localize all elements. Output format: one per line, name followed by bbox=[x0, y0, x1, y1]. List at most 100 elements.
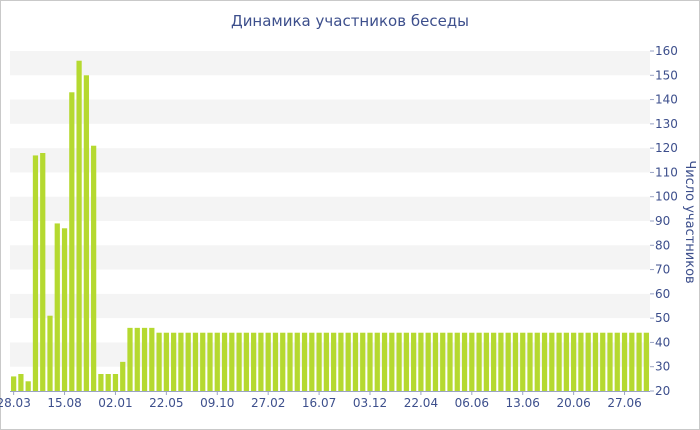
grid-band bbox=[10, 148, 650, 173]
bar bbox=[76, 60, 82, 392]
y-axis: 20 30 40 50 60 70 80 90 100 110 120 130 140 150 160 bbox=[650, 44, 678, 398]
x-tick-label: 15.08 bbox=[47, 396, 81, 410]
bar bbox=[643, 332, 649, 391]
bar bbox=[607, 332, 613, 391]
grid-band bbox=[10, 99, 650, 124]
bar bbox=[192, 332, 199, 391]
bar bbox=[345, 332, 351, 391]
bar bbox=[621, 332, 628, 391]
bar bbox=[141, 327, 148, 391]
y-tick-label: 130 bbox=[655, 117, 678, 131]
x-tick-label: 06.06 bbox=[455, 396, 489, 410]
bar bbox=[134, 327, 140, 391]
x-tick-label: 03.12 bbox=[353, 396, 387, 410]
grid-band bbox=[10, 293, 650, 319]
bar bbox=[331, 332, 337, 391]
bar bbox=[571, 332, 577, 391]
x-tick-label: 27.02 bbox=[251, 396, 285, 410]
bar bbox=[432, 332, 439, 391]
y-tick-label: 50 bbox=[655, 311, 670, 325]
bar bbox=[69, 92, 75, 391]
bar bbox=[294, 332, 300, 391]
bar bbox=[483, 332, 489, 391]
bar bbox=[229, 332, 235, 391]
bar bbox=[265, 332, 271, 391]
grid-band bbox=[10, 245, 650, 270]
bar bbox=[447, 332, 453, 391]
bar bbox=[352, 332, 359, 391]
bar bbox=[301, 332, 308, 391]
bar bbox=[440, 332, 446, 391]
bar bbox=[323, 332, 329, 391]
y-tick-label: 40 bbox=[655, 335, 670, 349]
bar bbox=[469, 332, 475, 391]
bar bbox=[629, 332, 635, 391]
bar bbox=[541, 332, 548, 391]
bar bbox=[156, 332, 162, 391]
bar bbox=[600, 332, 606, 391]
bar bbox=[243, 332, 249, 391]
bar bbox=[11, 376, 17, 391]
bar bbox=[461, 332, 468, 391]
bar bbox=[592, 332, 599, 391]
bar bbox=[520, 332, 526, 391]
bar bbox=[149, 327, 155, 391]
bar bbox=[251, 332, 257, 391]
bar bbox=[91, 145, 97, 391]
bar bbox=[280, 332, 286, 391]
grid-band bbox=[10, 51, 650, 76]
bar bbox=[563, 332, 569, 391]
x-tick-label: 27.06 bbox=[607, 396, 641, 410]
bar bbox=[171, 332, 177, 391]
grid-band bbox=[10, 196, 650, 221]
bar bbox=[534, 332, 540, 391]
bar bbox=[418, 332, 424, 391]
y-tick-label: 120 bbox=[655, 141, 678, 155]
bar bbox=[18, 374, 24, 391]
bar bbox=[258, 332, 264, 391]
bar bbox=[360, 332, 366, 391]
bar bbox=[491, 332, 497, 391]
y-tick-label: 20 bbox=[655, 384, 670, 398]
bar bbox=[498, 332, 504, 391]
y-tick-label: 90 bbox=[655, 214, 670, 228]
bar bbox=[512, 332, 519, 391]
bar bbox=[476, 332, 482, 391]
bar bbox=[120, 361, 126, 391]
x-tick-label: 22.04 bbox=[404, 396, 438, 410]
y-tick-label: 100 bbox=[655, 190, 678, 204]
bar bbox=[61, 228, 68, 391]
bar bbox=[425, 332, 431, 391]
bar bbox=[505, 332, 511, 391]
bar bbox=[40, 153, 46, 391]
bar bbox=[185, 332, 191, 391]
y-tick-label: 70 bbox=[655, 263, 670, 277]
bar bbox=[287, 332, 293, 391]
bar bbox=[614, 332, 620, 391]
bar bbox=[411, 332, 417, 391]
y-axis-label: Число участников bbox=[682, 160, 697, 283]
bar bbox=[338, 332, 344, 391]
bar bbox=[98, 374, 104, 391]
bar bbox=[454, 332, 460, 391]
bar bbox=[316, 332, 322, 391]
bar bbox=[389, 332, 395, 391]
y-tick-label: 60 bbox=[655, 287, 670, 301]
bar bbox=[236, 332, 242, 391]
bar bbox=[527, 332, 533, 391]
bar bbox=[112, 374, 119, 391]
bars bbox=[11, 60, 649, 392]
bar bbox=[549, 332, 555, 391]
bar bbox=[374, 332, 380, 391]
grid-bands bbox=[10, 51, 650, 367]
y-tick-label: 80 bbox=[655, 238, 670, 252]
x-tick-label: 20.06 bbox=[556, 396, 590, 410]
bar bbox=[403, 332, 409, 391]
bar bbox=[556, 332, 562, 391]
x-tick-label: 13.06 bbox=[506, 396, 540, 410]
bar bbox=[127, 327, 133, 391]
x-tick-label: 28.03 bbox=[0, 396, 31, 410]
x-tick-label: 02.01 bbox=[98, 396, 132, 410]
bar bbox=[272, 332, 279, 391]
